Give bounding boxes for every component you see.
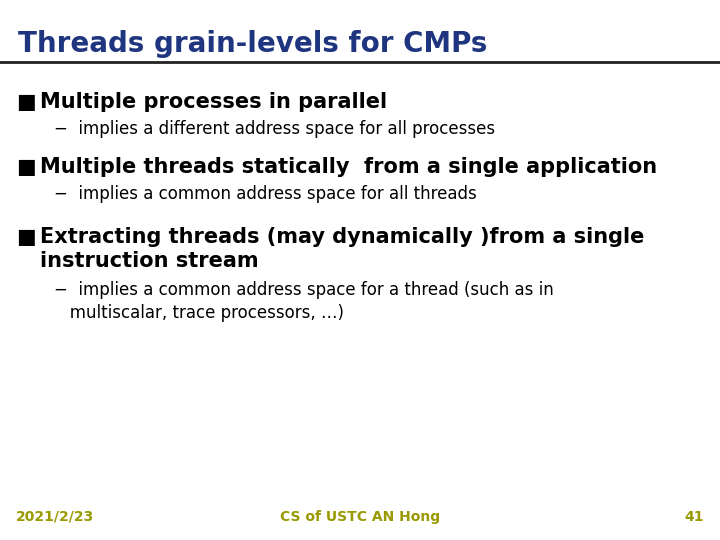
- Text: ■: ■: [16, 157, 35, 177]
- Text: Extracting threads (may dynamically )from a single
instruction stream: Extracting threads (may dynamically )fro…: [40, 227, 644, 271]
- Text: −  implies a common address space for all threads: − implies a common address space for all…: [54, 185, 477, 202]
- Text: CS of USTC AN Hong: CS of USTC AN Hong: [280, 510, 440, 524]
- Text: 41: 41: [685, 510, 704, 524]
- Text: ■: ■: [16, 227, 35, 247]
- Text: −  implies a different address space for all processes: − implies a different address space for …: [54, 120, 495, 138]
- Text: Threads grain-levels for CMPs: Threads grain-levels for CMPs: [18, 30, 487, 58]
- Text: Multiple processes in parallel: Multiple processes in parallel: [40, 92, 387, 112]
- Text: −  implies a common address space for a thread (such as in
   multiscalar, trace: − implies a common address space for a t…: [54, 281, 554, 322]
- Text: ■: ■: [16, 92, 35, 112]
- Text: 2021/2/23: 2021/2/23: [16, 510, 94, 524]
- Text: Multiple threads statically  from a single application: Multiple threads statically from a singl…: [40, 157, 657, 177]
